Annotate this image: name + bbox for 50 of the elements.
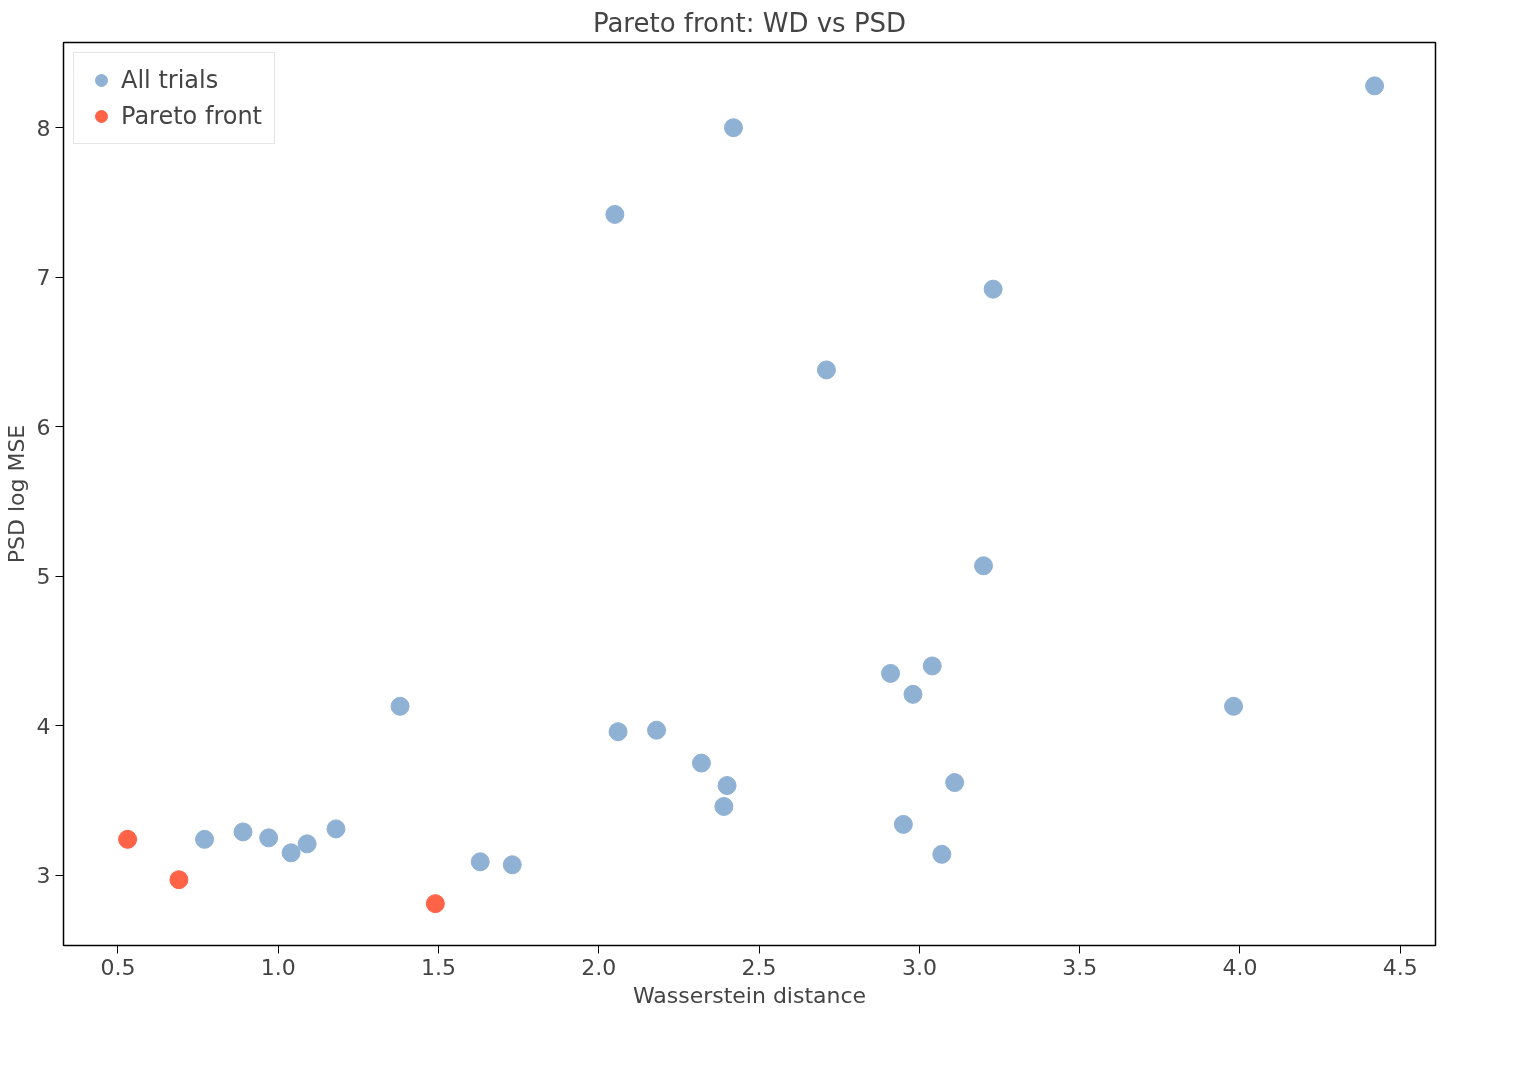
- point: [297, 834, 317, 854]
- point: [1365, 76, 1385, 96]
- point: [1224, 696, 1244, 716]
- legend-label: All trials: [121, 66, 219, 94]
- y-tick-label: 5: [36, 564, 51, 590]
- point: [425, 894, 445, 914]
- y-tick-label: 7: [36, 265, 51, 291]
- chart-title: Pareto front: WD vs PSD: [592, 7, 907, 38]
- point: [723, 118, 743, 138]
- point: [881, 663, 901, 683]
- point: [983, 279, 1003, 299]
- point: [470, 852, 490, 872]
- legend-label: Pareto front: [121, 102, 263, 130]
- x-tick-label: 2.0: [581, 954, 617, 980]
- point: [259, 828, 279, 848]
- point: [281, 843, 301, 863]
- point: [893, 814, 913, 834]
- point: [922, 656, 942, 676]
- point: [714, 796, 734, 816]
- point: [169, 870, 189, 890]
- point: [717, 776, 737, 796]
- x-axis-title: Wasserstein distance: [632, 982, 867, 1008]
- x-tick-label: 1.5: [421, 954, 457, 980]
- point: [932, 844, 952, 864]
- x-tick-label: 0.5: [100, 954, 136, 980]
- y-tick-label: 6: [36, 414, 51, 440]
- point: [605, 204, 625, 224]
- x-tick-label: 3.0: [901, 954, 937, 980]
- point: [974, 556, 994, 576]
- y-tick-label: 4: [36, 713, 51, 739]
- point: [233, 822, 253, 842]
- point: [390, 696, 410, 716]
- point: [608, 722, 628, 742]
- point: [691, 753, 711, 773]
- point: [502, 855, 522, 875]
- x-tick-label: 2.5: [741, 954, 777, 980]
- x-tick-label: 4.0: [1222, 954, 1258, 980]
- point: [945, 773, 965, 793]
- x-tick-label: 3.5: [1062, 954, 1098, 980]
- y-tick-label: 3: [36, 863, 51, 889]
- point: [647, 720, 667, 740]
- point: [903, 684, 923, 704]
- y-axis-title: PSD log MSE: [3, 424, 29, 564]
- point: [118, 829, 138, 849]
- x-tick-label: 4.5: [1382, 954, 1418, 980]
- point: [195, 829, 215, 849]
- point: [816, 360, 836, 380]
- x-tick-label: 1.0: [260, 954, 296, 980]
- y-tick-label: 8: [36, 115, 51, 141]
- point: [326, 819, 346, 839]
